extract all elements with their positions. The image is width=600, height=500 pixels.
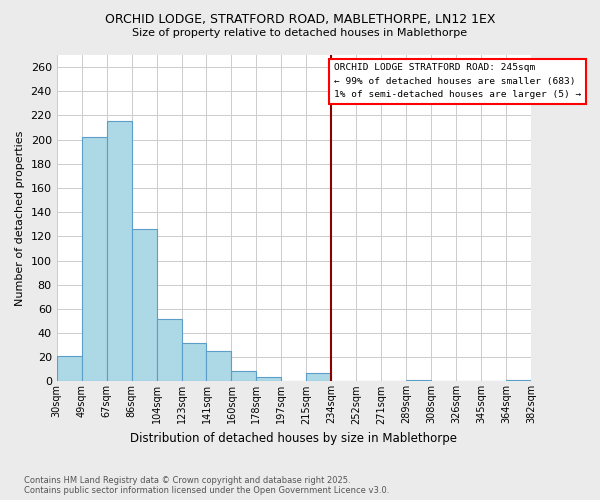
Text: Contains HM Land Registry data © Crown copyright and database right 2025.
Contai: Contains HM Land Registry data © Crown c… [24,476,389,495]
Bar [56,356,82,382]
Bar [406,380,431,382]
Text: Size of property relative to detached houses in Mablethorpe: Size of property relative to detached ho… [133,28,467,38]
Bar [232,370,256,382]
Bar [256,376,281,382]
Bar [107,122,131,382]
Bar [307,373,331,382]
Bar [82,137,107,382]
X-axis label: Distribution of detached houses by size in Mablethorpe: Distribution of detached houses by size … [130,432,457,445]
Bar [182,342,206,382]
Bar [157,318,182,382]
Bar [206,351,232,382]
Y-axis label: Number of detached properties: Number of detached properties [15,130,25,306]
Text: ORCHID LODGE STRATFORD ROAD: 245sqm
← 99% of detached houses are smaller (683)
1: ORCHID LODGE STRATFORD ROAD: 245sqm ← 99… [334,64,581,99]
Bar [131,229,157,382]
Text: ORCHID LODGE, STRATFORD ROAD, MABLETHORPE, LN12 1EX: ORCHID LODGE, STRATFORD ROAD, MABLETHORP… [105,12,495,26]
Bar [506,380,531,382]
